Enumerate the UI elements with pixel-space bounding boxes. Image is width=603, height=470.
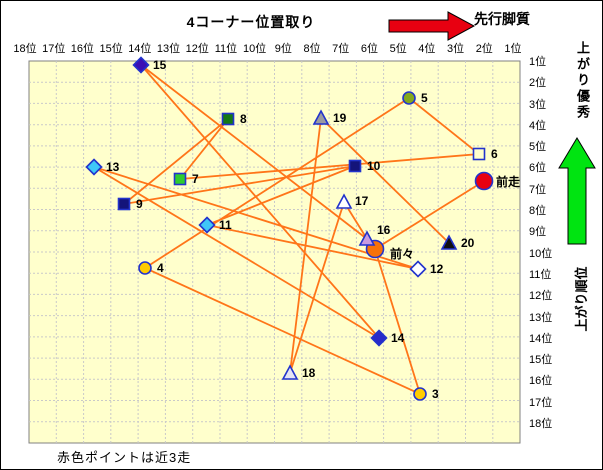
y-axis-label: 7位 xyxy=(529,183,547,196)
y-axis-label: 2位 xyxy=(529,77,547,90)
y-axis-label: 18位 xyxy=(529,418,553,431)
pace-right-arrow-icon xyxy=(388,11,476,41)
y-axis-label: 13位 xyxy=(529,311,553,324)
data-point-18 xyxy=(281,364,299,380)
x-axis-label: 11位 xyxy=(214,43,238,55)
data-point-label-19: 19 xyxy=(333,111,347,125)
y-axis-labels: 1位 2位 3位 4位 5位 6位 7位 8位 9位 10位 11位 12位 13位 14位 15位 16位 1… xyxy=(529,52,552,435)
x-axis-label: 8位 xyxy=(303,43,321,55)
agari-good-label: 上がり優秀 xyxy=(575,41,590,121)
x-axis-label: 17位 xyxy=(42,43,66,55)
data-point-label-9: 9 xyxy=(136,197,143,211)
y-axis-label: 9位 xyxy=(529,226,547,239)
data-points xyxy=(85,56,494,401)
y-axis-label: 14位 xyxy=(529,332,553,345)
y-axis-label: 16位 xyxy=(529,375,553,388)
page-title: 4コーナー位置取り xyxy=(186,14,316,30)
y-axis-label: 11位 xyxy=(529,268,552,281)
data-point-11 xyxy=(198,216,216,234)
data-point-8 xyxy=(221,112,235,126)
data-point-label-6: 6 xyxy=(491,147,498,161)
x-axis-label: 5位 xyxy=(389,43,407,55)
x-axis-label: 10位 xyxy=(243,43,267,55)
y-axis-label: 17位 xyxy=(529,396,553,409)
y-axis-label: 8位 xyxy=(529,205,547,218)
agari-rank-axis-label: 上がり順位 xyxy=(573,266,589,332)
data-point-19 xyxy=(312,109,330,125)
data-point-7 xyxy=(173,172,187,186)
data-point-15 xyxy=(132,56,150,74)
x-axis-label: 15位 xyxy=(99,43,123,55)
x-axis-label: 7位 xyxy=(332,43,350,55)
data-point-label-15: 15 xyxy=(153,58,167,72)
data-point-label-16: 16 xyxy=(377,223,391,237)
grid-lines xyxy=(29,61,520,443)
data-point-12 xyxy=(409,260,427,278)
data-point-label-5: 5 xyxy=(421,91,428,105)
x-axis-label: 2位 xyxy=(475,43,493,55)
x-axis-label: 14位 xyxy=(128,43,152,55)
x-axis-label: 9位 xyxy=(274,43,292,55)
y-axis-label: 3位 xyxy=(529,98,547,111)
y-axis-label: 15位 xyxy=(529,354,553,367)
data-point-label-前々: 前々 xyxy=(390,246,414,261)
y-axis-label: 1位 xyxy=(529,56,547,68)
x-axis-label: 16位 xyxy=(70,43,95,55)
data-point-label-前走: 前走 xyxy=(496,174,520,189)
data-point-4 xyxy=(138,261,152,275)
x-axis-label: 18位 xyxy=(13,43,37,55)
data-point-label-18: 18 xyxy=(302,366,316,380)
data-point-label-11: 11 xyxy=(219,218,232,232)
agari-up-arrow-icon xyxy=(558,137,596,245)
x-axis-label: 1位 xyxy=(504,43,522,55)
data-point-label-12: 12 xyxy=(430,262,444,276)
y-axis-label: 4位 xyxy=(529,119,547,132)
data-point-5 xyxy=(402,91,416,105)
y-axis-label: 6位 xyxy=(529,162,547,175)
data-point-14 xyxy=(370,329,388,347)
data-point-label-4: 4 xyxy=(157,261,164,275)
data-point-label-20: 20 xyxy=(461,236,475,250)
footer-note: 赤色ポイントは近3走 xyxy=(57,450,192,465)
data-point-label-7: 7 xyxy=(192,172,199,186)
data-point-label-8: 8 xyxy=(240,112,247,126)
data-point-13 xyxy=(85,158,103,176)
data-point-9 xyxy=(117,197,131,211)
data-point-3 xyxy=(413,387,427,401)
data-point-10 xyxy=(348,159,362,173)
data-point-17 xyxy=(335,193,353,209)
pace-label: 先行脚質 xyxy=(474,11,530,27)
data-point-label-3: 3 xyxy=(432,387,439,401)
x-axis-label: 13位 xyxy=(156,43,181,55)
x-axis-label: 3位 xyxy=(446,43,465,55)
data-point-16 xyxy=(358,230,376,246)
data-point-6 xyxy=(472,147,486,161)
y-axis-label: 10位 xyxy=(529,247,553,260)
x-axis-label: 4位 xyxy=(418,43,436,55)
data-point-label-10: 10 xyxy=(367,159,381,173)
x-axis-label: 6位 xyxy=(360,43,378,55)
data-point-label-14: 14 xyxy=(391,331,405,345)
y-axis-label: 12位 xyxy=(529,290,553,303)
x-axis-label: 12位 xyxy=(185,43,209,55)
data-point-label-13: 13 xyxy=(106,160,120,174)
plot-area: 前走前々 3 4 5 6 7 8 9 10 11 12 13 14 15 16 17 18 19 20 xyxy=(28,56,521,444)
y-axis-label: 5位 xyxy=(529,141,547,154)
data-point-20 xyxy=(440,234,458,250)
data-point-label-17: 17 xyxy=(355,194,369,208)
data-point-前走 xyxy=(474,171,494,191)
x-axis-labels: 18位 17位 16位 15位 14位 13位 12位 11位 10位 9位 8位 7位 6位 5位 4位 3… xyxy=(11,40,527,56)
